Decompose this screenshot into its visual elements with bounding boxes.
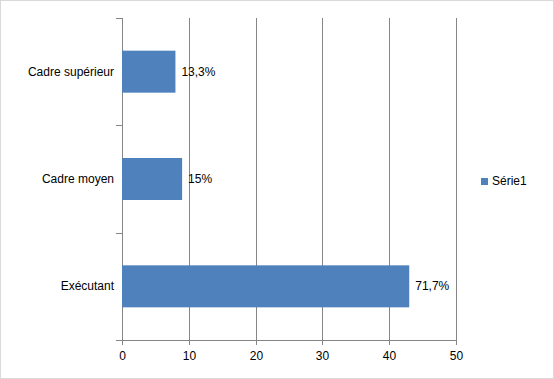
legend-label: Série1: [492, 174, 527, 188]
category-label: Cadre supérieur: [28, 65, 114, 79]
grid-line: [456, 18, 457, 340]
chart-border: [1, 1, 554, 379]
bar: [122, 265, 409, 307]
category-tick: [116, 125, 122, 126]
tick-label: 10: [183, 349, 197, 363]
tick-label: 40: [383, 349, 397, 363]
chart: 0 10 20 30 40 50 Cadre supérieur Cadre moyen Exé…: [0, 0, 554, 379]
data-label: 71,7%: [415, 279, 449, 293]
category-label: Cadre moyen: [42, 172, 114, 186]
data-label: 15%: [188, 172, 212, 186]
category-tick: [116, 340, 122, 341]
tick-label: 20: [250, 349, 264, 363]
category-label: Exécutant: [61, 279, 115, 293]
bar: [122, 158, 182, 200]
category-tick: [116, 233, 122, 234]
tick-label: 0: [119, 349, 126, 363]
bar: [122, 51, 175, 93]
category-tick: [116, 18, 122, 19]
data-label: 13,3%: [181, 65, 215, 79]
tick-mark: [456, 340, 457, 345]
tick-label: 30: [316, 349, 330, 363]
tick-label: 50: [450, 349, 464, 363]
bars: [122, 51, 409, 308]
x-axis: [122, 340, 456, 341]
legend-key: [481, 178, 488, 185]
